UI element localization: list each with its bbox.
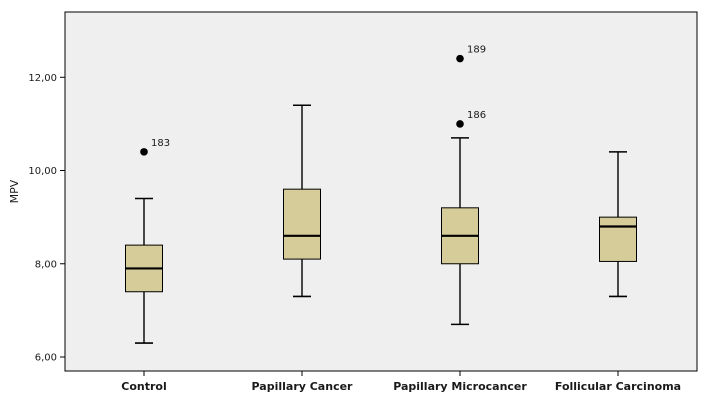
box-group: 189 186 xyxy=(441,45,486,326)
x-axis: Control Papillary Cancer Papillary Microca… xyxy=(121,371,681,393)
plot-area xyxy=(64,11,698,372)
outlier-label: 183 xyxy=(151,138,170,149)
box-group xyxy=(283,104,321,298)
x-category-label: Papillary Microcancer xyxy=(393,380,527,393)
y-axis: 6,00 8,00 10,00 12,00 xyxy=(28,73,65,364)
box-group xyxy=(599,151,637,298)
box-group: 183 xyxy=(125,138,170,344)
x-category-label: Papillary Cancer xyxy=(252,380,354,393)
outlier-label: 189 xyxy=(467,45,486,56)
y-tick-label: 12,00 xyxy=(28,73,57,84)
y-tick-label: 10,00 xyxy=(28,166,57,177)
outlier-point xyxy=(456,54,464,63)
iqr-box xyxy=(283,188,321,260)
x-category-label: Control xyxy=(121,380,166,393)
y-tick-label: 6,00 xyxy=(35,353,57,364)
iqr-box xyxy=(599,216,637,262)
y-axis-title: MPV xyxy=(8,179,21,203)
outlier-label: 186 xyxy=(467,110,486,121)
x-category-label: Follicular Carcinoma xyxy=(555,380,681,393)
outlier-point xyxy=(140,148,148,156)
y-tick-label: 8,00 xyxy=(35,259,57,270)
outlier-point xyxy=(456,120,464,128)
boxes-layer: 183 189 186 xyxy=(125,45,637,344)
